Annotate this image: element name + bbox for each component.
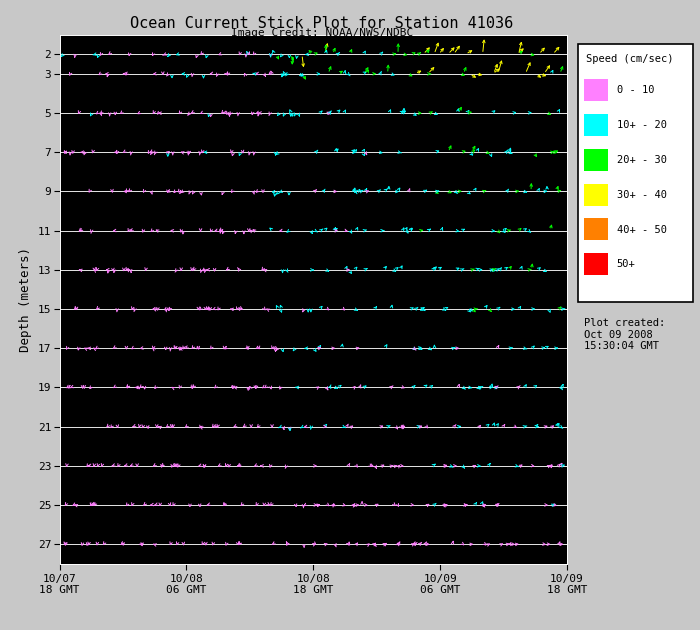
Text: 10+ - 20: 10+ - 20 <box>617 120 667 130</box>
Text: Ocean Current Stick Plot for Station 41036: Ocean Current Stick Plot for Station 410… <box>130 16 514 31</box>
Text: 30+ - 40: 30+ - 40 <box>617 190 667 200</box>
Text: Plot created:
Oct 09 2008
15:30:04 GMT: Plot created: Oct 09 2008 15:30:04 GMT <box>584 318 666 352</box>
Bar <box>584 114 608 136</box>
Text: 0 - 10: 0 - 10 <box>617 85 655 95</box>
Bar <box>584 149 608 171</box>
Text: Image Credit: NOAA/NWS/NDBC: Image Credit: NOAA/NWS/NDBC <box>231 28 413 38</box>
Bar <box>584 79 608 101</box>
Bar <box>584 219 608 241</box>
Y-axis label: Depth (meters): Depth (meters) <box>19 247 32 352</box>
Text: 50+: 50+ <box>617 260 636 270</box>
Text: 40+ - 50: 40+ - 50 <box>617 224 667 234</box>
Text: 20+ - 30: 20+ - 30 <box>617 155 667 165</box>
Text: Speed (cm/sec): Speed (cm/sec) <box>586 54 673 64</box>
Bar <box>584 253 608 275</box>
Bar <box>584 183 608 205</box>
